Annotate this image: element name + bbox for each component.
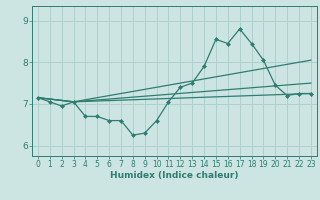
X-axis label: Humidex (Indice chaleur): Humidex (Indice chaleur) [110,171,239,180]
